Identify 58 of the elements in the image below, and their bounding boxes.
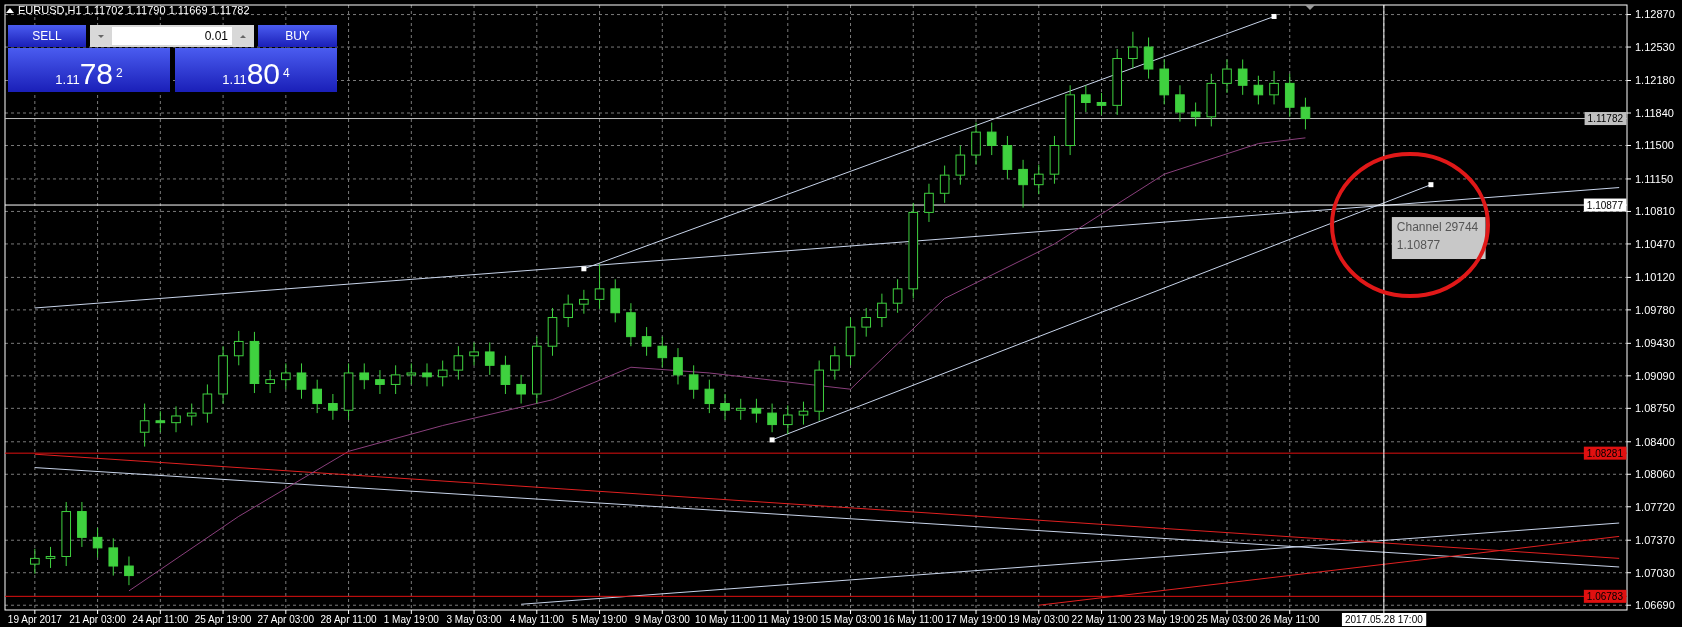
- buy-button: BUY: [258, 25, 337, 47]
- ref-line-label: 1.10877: [1586, 199, 1624, 211]
- x-tick-label: 27 Apr 03:00: [257, 614, 315, 625]
- x-tick-label: 5 May 19:00: [572, 614, 628, 625]
- x-tick-label: 21 Apr 03:00: [69, 614, 127, 625]
- y-tick-label: 1.12870: [1635, 8, 1675, 21]
- x-tick-label: 9 May 03:00: [634, 614, 691, 625]
- x-tick-label: 25 Apr 19:00: [194, 614, 252, 625]
- y-tick-label: 1.11150: [1635, 172, 1674, 185]
- x-tick-label: 19 Apr 2017: [7, 614, 63, 625]
- x-tick-label: 10 May 11:00: [695, 614, 756, 625]
- ref-line-label: 1.08281: [1586, 447, 1624, 459]
- annotation: SELL: [32, 29, 62, 44]
- y-tick-label: 1.12530: [1635, 40, 1675, 53]
- x-tick-label: 24 Apr 11:00: [132, 614, 189, 625]
- y-tick-label: 1.09430: [1635, 337, 1675, 350]
- annotation: 1.1180$^{4}$: [222, 57, 291, 90]
- x-tick-label: 25 May 03:00: [1196, 614, 1258, 625]
- x-tick-label: 2017.05.28 17:00: [1344, 614, 1424, 625]
- sell-price-button: 1.1178$^{2}$: [8, 48, 170, 92]
- y-tick-label: 1.10120: [1635, 271, 1675, 284]
- y-tick-label: 1.11500: [1635, 139, 1674, 152]
- chart-title: EURUSD,H1 1.11702 1.11790 1.11669 1.11782: [18, 4, 250, 16]
- annotation: BUY: [285, 29, 310, 44]
- x-tick-label: 26 May 11:00: [1259, 614, 1321, 625]
- y-tick-label: 1.07370: [1635, 534, 1675, 547]
- lot-size-field: 0.01: [90, 25, 254, 47]
- x-tick-label: 11 May 19:00: [757, 614, 819, 625]
- y-tick-label: 1.10810: [1635, 205, 1675, 218]
- y-tick-label: 1.11840: [1635, 106, 1674, 119]
- x-tick-label: 22 May 11:00: [1071, 614, 1132, 625]
- x-tick-label: 16 May 11:00: [883, 614, 944, 625]
- x-tick-label: 28 Apr 11:00: [320, 614, 377, 625]
- y-tick-label: 1.08750: [1635, 402, 1675, 415]
- y-tick-label: 1.08400: [1635, 435, 1675, 448]
- ref-line-label: 1.06783: [1586, 590, 1624, 602]
- y-tick-label: 1.06690: [1635, 599, 1675, 612]
- annotation: 0.01: [204, 29, 229, 44]
- annotation: Channel 29744: [1396, 220, 1479, 235]
- buy-price-button: 1.1180$^{4}$: [175, 48, 337, 92]
- x-tick-label: 15 May 03:00: [820, 614, 882, 625]
- x-tick-label: 3 May 03:00: [446, 614, 503, 625]
- x-tick-label: 23 May 19:00: [1133, 614, 1195, 625]
- annotation: 1.1178$^{2}$: [55, 57, 124, 90]
- y-tick-label: 1.09090: [1635, 369, 1675, 382]
- x-tick-label: 17 May 19:00: [945, 614, 1007, 625]
- y-tick-label: 1.07030: [1635, 566, 1675, 579]
- y-tick-label: 1.09780: [1635, 303, 1675, 316]
- ref-line-label: 1.11782: [1587, 113, 1624, 125]
- x-tick-label: 1 May 19:00: [383, 614, 440, 625]
- x-tick-label: 19 May 03:00: [1008, 614, 1070, 625]
- sell-button: SELL: [8, 25, 86, 47]
- y-tick-label: 1.08060: [1635, 468, 1675, 481]
- y-tick-label: 1.12180: [1635, 74, 1675, 87]
- y-tick-label: 1.10470: [1635, 237, 1675, 250]
- y-tick-label: 1.07720: [1635, 500, 1675, 513]
- annotation: 1.10877: [1396, 238, 1441, 253]
- x-tick-label: 4 May 11:00: [509, 614, 565, 625]
